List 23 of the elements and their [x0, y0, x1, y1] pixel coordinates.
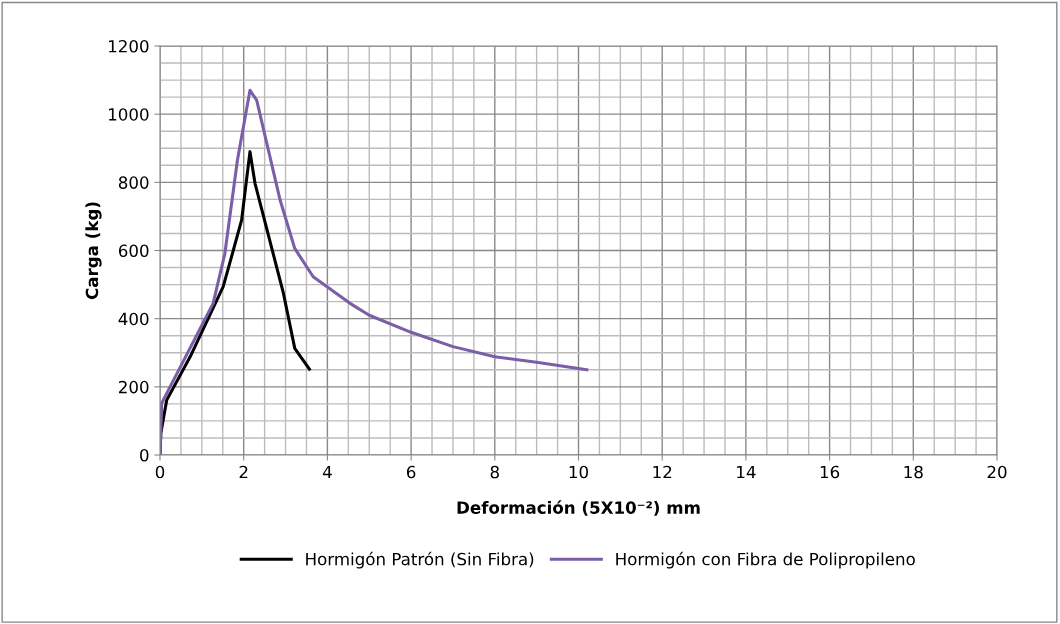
x-tick-label: 18: [904, 465, 923, 479]
y-tick-label: 1200: [109, 39, 149, 53]
x-tick-label: 8: [490, 465, 499, 479]
x-tick-label: 12: [653, 465, 672, 479]
x-tick-label: 2: [239, 465, 248, 479]
legend-label: Hormigón con Fibra de Polipropileno: [616, 551, 915, 569]
legend-label: Hormigón Patrón (Sin Fibra): [306, 551, 534, 569]
x-tick-label: 10: [569, 465, 588, 479]
y-axis-title: Carga (kg): [85, 202, 102, 300]
y-tick-label: 200: [118, 380, 149, 394]
x-tick-label: 20: [987, 465, 1007, 479]
line-series: [160, 88, 589, 455]
x-tick-label: 0: [155, 465, 165, 479]
y-tick-label: 1000: [109, 108, 149, 121]
y-tick-label: 400: [118, 312, 149, 326]
x-axis-title: Deformación (5X10⁻²) mm: [457, 500, 700, 516]
x-tick-label: 16: [820, 465, 840, 479]
y-tick-label: 0: [140, 448, 149, 462]
x-tick-label: 6: [406, 465, 416, 479]
y-tick-label: 800: [118, 176, 149, 189]
x-tick-label: 14: [737, 465, 756, 479]
x-tick-label: 4: [322, 465, 332, 479]
y-tick-label: 600: [118, 244, 149, 258]
